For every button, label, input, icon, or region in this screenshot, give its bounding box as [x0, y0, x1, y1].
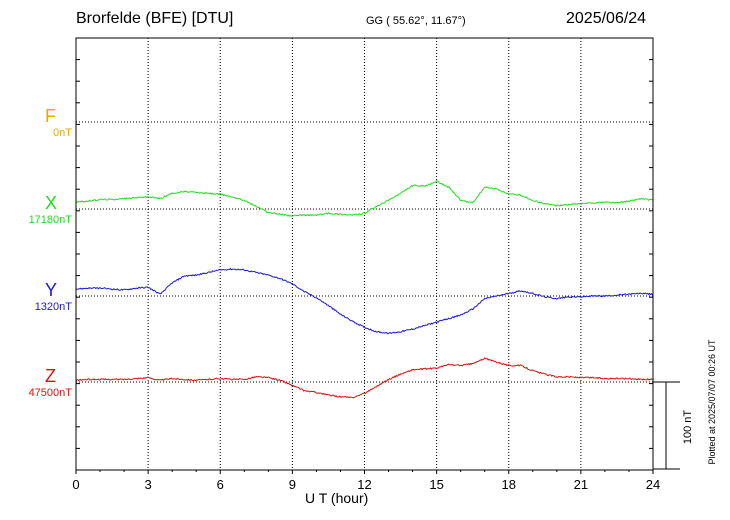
series-name-z: Z: [45, 366, 56, 386]
trace-layer: [75, 180, 654, 399]
x-tick-label: 18: [501, 477, 516, 492]
x-tick-label: 3: [144, 477, 152, 492]
x-tick-label: 0: [72, 477, 80, 492]
baseline-value-x: 17180nT: [28, 214, 72, 226]
x-tick-label: 15: [429, 477, 444, 492]
scale-bar: [653, 381, 680, 470]
x-tick-label: 12: [357, 477, 372, 492]
x-tick-label: 9: [288, 477, 296, 492]
plotted-timestamp: Plotted at 2025/07/07 00:26 UT: [707, 339, 717, 465]
tick-layer: [75, 37, 654, 474]
plot-frame: [75, 37, 654, 471]
series-line-x: [75, 180, 654, 217]
baseline-value-z: 47500nT: [28, 387, 72, 399]
series-name-f: F: [45, 106, 56, 126]
series-line-z: [75, 357, 654, 399]
scale-bar-label: 100 nT: [682, 409, 694, 445]
x-tick-label: 24: [645, 477, 661, 492]
baseline-value-f: 0nT: [53, 127, 72, 139]
plot-date: 2025/06/24: [566, 10, 647, 27]
x-tick-label: 21: [573, 477, 589, 492]
grid-layer: [76, 38, 653, 470]
baseline-value-y: 1320nT: [34, 301, 72, 313]
x-tick-label: 6: [216, 477, 224, 492]
station-title: Brorfelde (BFE) [DTU]: [76, 10, 234, 27]
series-line-y: [75, 268, 654, 335]
series-name-y: Y: [45, 280, 58, 300]
x-axis-label: U T (hour): [305, 490, 369, 506]
series-name-x: X: [45, 193, 58, 213]
geographic-coordinates: GG ( 55.62°, 11.67°): [366, 15, 466, 27]
